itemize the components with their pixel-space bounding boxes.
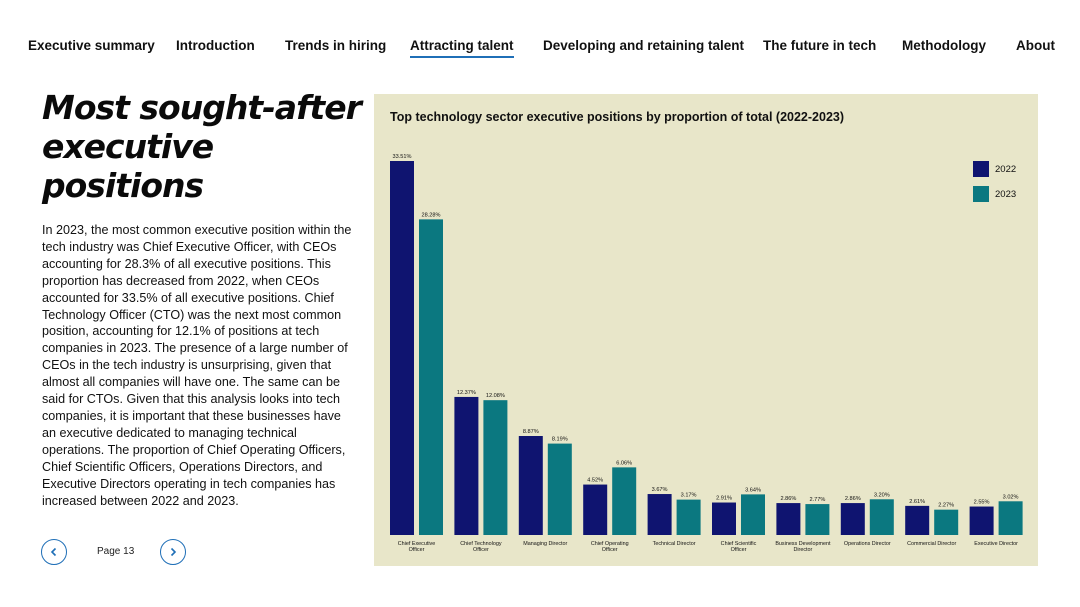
bar-2023-7 <box>869 499 894 535</box>
nav-introduction[interactable]: Introduction <box>176 38 255 53</box>
bar-2023-4 <box>676 499 701 535</box>
bar-2023-8 <box>934 509 959 535</box>
legend-label-2023: 2023 <box>995 189 1017 200</box>
bar-2022-2 <box>518 436 543 535</box>
nav-attracting-talent[interactable]: Attracting talent <box>410 38 514 58</box>
page-title: Most sought-after executive positions <box>42 88 362 205</box>
chart-panel: 33.51% 28.28% Chief Executive Officer 12.37%… <box>374 94 1038 566</box>
data-label-2023-4: 3.17% <box>681 493 697 499</box>
category-label-7: Operations Director <box>844 541 891 547</box>
bar-2023-5 <box>741 494 765 535</box>
body-paragraph: In 2023, the most common executive posit… <box>42 223 352 508</box>
data-label-2022-3: 4.52% <box>587 478 603 484</box>
bar-2022-8 <box>905 505 930 535</box>
data-label-2022-1: 12.37% <box>457 390 476 396</box>
data-label-2022-9: 2.55% <box>974 500 990 506</box>
bar-2022-4 <box>647 494 672 535</box>
data-label-2023-5: 3.64% <box>745 487 761 493</box>
data-label-2022-6: 2.86% <box>780 496 796 502</box>
chevron-left-icon <box>50 547 57 557</box>
category-label-2: Managing Director <box>523 541 567 547</box>
category-label-4: Technical Director <box>653 541 696 547</box>
legend-swatch-2022 <box>973 161 989 177</box>
top-navigation: Executive summary Introduction Trends in… <box>0 38 1080 62</box>
data-label-2022-5: 2.91% <box>716 496 732 502</box>
legend-swatch-2023 <box>973 186 989 202</box>
data-label-2022-4: 3.67% <box>652 487 668 493</box>
category-label-3: Chief Operating Officer <box>591 541 629 553</box>
bar-2023-6 <box>805 504 830 535</box>
data-label-2023-3: 6.06% <box>616 460 632 466</box>
bar-2022-6 <box>776 503 801 535</box>
bar-2023-2 <box>547 443 572 535</box>
category-label-5: Chief Scientific Officer <box>721 541 757 553</box>
bar-2023-3 <box>612 467 637 535</box>
next-page-button[interactable] <box>160 539 186 565</box>
data-label-2022-2: 8.87% <box>523 429 539 435</box>
nav-methodology[interactable]: Methodology <box>902 38 986 53</box>
data-label-2023-7: 3.20% <box>874 492 890 498</box>
data-label-2022-7: 2.86% <box>845 496 861 502</box>
prev-page-button[interactable] <box>41 539 67 565</box>
chevron-right-icon <box>170 547 177 557</box>
chart-title: Top technology sector executive position… <box>390 110 845 124</box>
data-label-2023-2: 8.19% <box>552 437 568 443</box>
bar-2023-1 <box>483 400 508 535</box>
bar-2022-5 <box>712 502 736 535</box>
nav-trends-in-hiring[interactable]: Trends in hiring <box>285 38 387 53</box>
pager: Page 13 <box>41 539 201 567</box>
bar-chart: 33.51% 28.28% Chief Executive Officer 12.37%… <box>390 154 1023 553</box>
bar-2023-0 <box>419 219 443 536</box>
bar-2022-9 <box>969 506 994 535</box>
bar-2022-1 <box>454 396 479 535</box>
data-label-2023-8: 2.27% <box>938 503 954 509</box>
data-label-2022-8: 2.61% <box>909 499 925 505</box>
category-label-6: Business Development Director <box>775 541 831 553</box>
category-label-1: Chief Technology Officer <box>460 541 502 553</box>
legend-label-2022: 2022 <box>995 164 1017 175</box>
category-label-0: Chief Executive Officer <box>398 541 435 553</box>
page-number: Page 13 <box>97 546 135 557</box>
data-label-2023-9: 3.02% <box>1003 494 1019 500</box>
nav-developing-and-retaining-talent[interactable]: Developing and retaining talent <box>543 38 745 53</box>
bar-2023-9 <box>998 501 1023 535</box>
nav-the-future-in-tech[interactable]: The future in tech <box>763 38 877 53</box>
category-label-8: Commercial Director <box>907 541 956 547</box>
data-label-2022-0: 33.51% <box>393 154 412 160</box>
category-label-9: Executive Director <box>974 541 1018 547</box>
nav-about[interactable]: About <box>1016 38 1055 53</box>
data-label-2023-6: 2.77% <box>809 497 825 503</box>
bar-2022-0 <box>390 161 414 535</box>
data-label-2023-1: 12.08% <box>486 393 505 399</box>
nav-executive-summary[interactable]: Executive summary <box>28 38 155 53</box>
bar-2022-7 <box>840 503 865 535</box>
bar-2022-3 <box>583 484 608 535</box>
data-label-2023-0: 28.28% <box>422 212 441 218</box>
